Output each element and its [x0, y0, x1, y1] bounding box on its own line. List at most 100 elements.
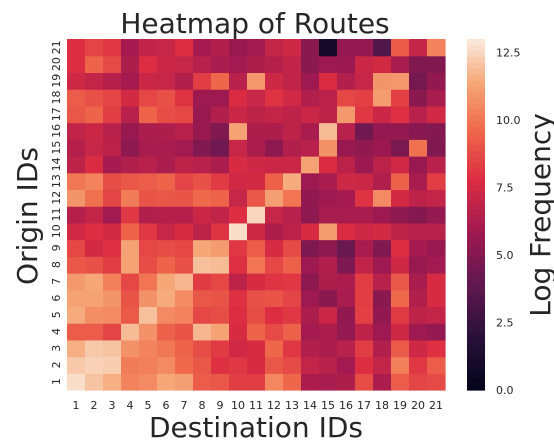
heatmap-cell-o15-d19 [391, 139, 410, 157]
heatmap-cell-o20-d12 [265, 55, 284, 74]
heatmap-cell-o16-d10 [229, 122, 248, 140]
heatmap-cell-o4-d18 [373, 323, 392, 341]
heatmap-cell-o13-d2 [85, 172, 104, 191]
heatmap-cell-o17-d14 [301, 105, 320, 124]
heatmap-cell-o7-d9 [211, 273, 230, 291]
heatmap-cell-o21-d6 [157, 39, 176, 57]
heatmap-cell-o8-d18 [373, 256, 392, 274]
heatmap-cell-o17-d19 [391, 105, 410, 124]
colorbar-tick-label: 5.0 [496, 249, 514, 262]
heatmap-cell-o2-d2 [85, 356, 104, 374]
heatmap-cell-o4-d20 [409, 323, 428, 341]
heatmap-cell-o3-d13 [283, 339, 302, 358]
heatmap-cell-o17-d4 [121, 105, 140, 124]
heatmap-cell-o8-d3 [103, 256, 122, 274]
x-tick-label: 3 [109, 399, 116, 412]
heatmap-cell-o9-d10 [229, 239, 248, 257]
heatmap-cell-o2-d4 [121, 356, 140, 374]
heatmap-cell-o17-d18 [373, 105, 392, 124]
heatmap-cell-o14-d16 [337, 156, 356, 174]
heatmap-cell-o14-d19 [391, 156, 410, 174]
heatmap-cell-o13-d3 [103, 172, 122, 191]
heatmap-cell-o7-d15 [319, 273, 338, 291]
heatmap-cell-o8-d16 [337, 256, 356, 274]
heatmap-cell-o9-d3 [103, 239, 122, 257]
heatmap-cell-o5-d16 [337, 306, 356, 324]
heatmap-cell-o15-d7 [175, 139, 194, 157]
heatmap-cell-o11-d11 [247, 206, 266, 224]
heatmap-cell-o16-d11 [247, 122, 266, 140]
heatmap-cell-o1-d7 [175, 373, 194, 391]
heatmap-cell-o10-d20 [409, 222, 428, 241]
heatmap-cell-o5-d12 [265, 306, 284, 324]
heatmap-cell-o14-d1 [67, 156, 86, 174]
heatmap-cell-o19-d17 [355, 72, 374, 90]
y-tick-label: 11 [50, 208, 63, 222]
heatmap-cell-o1-d17 [355, 373, 374, 391]
colorbar-tick-label: 12.5 [496, 46, 521, 59]
heatmap-cell-o19-d6 [157, 72, 176, 90]
heatmap-cell-o4-d12 [265, 323, 284, 341]
heatmap-cell-o13-d12 [265, 172, 284, 191]
heatmap-cell-o1-d15 [319, 373, 338, 391]
heatmap-cell-o18-d10 [229, 89, 248, 107]
heatmap-cell-o7-d6 [157, 273, 176, 291]
heatmap-cell-o18-d18 [373, 89, 392, 107]
heatmap-cell-o15-d9 [211, 139, 230, 157]
colorbar-segment [467, 185, 485, 192]
heatmap-cell-o15-d14 [301, 139, 320, 157]
heatmap-cell-o16-d6 [157, 122, 176, 140]
heatmap-cell-o20-d5 [139, 55, 158, 74]
heatmap-cell-o3-d3 [103, 339, 122, 358]
colorbar-segment [467, 366, 485, 374]
heatmap-cell-o16-d20 [409, 122, 428, 140]
heatmap-cell-o21-d13 [283, 39, 302, 57]
x-tick-label: 10 [231, 399, 245, 412]
heatmap-cell-o13-d4 [121, 172, 140, 191]
heatmap-cell-o13-d19 [391, 172, 410, 191]
heatmap-cell-o3-d5 [139, 339, 158, 358]
heatmap-cell-o4-d21 [427, 323, 446, 341]
heatmap-cell-o4-d7 [175, 323, 194, 341]
heatmap-cell-o5-d10 [229, 306, 248, 324]
colorbar-segment [467, 74, 485, 81]
heatmap-cell-o1-d6 [157, 373, 176, 391]
heatmap-cell-o21-d15 [319, 39, 338, 57]
heatmap-cell-o11-d3 [103, 206, 122, 224]
heatmap-cell-o4-d14 [301, 323, 320, 341]
heatmap-cell-o5-d18 [373, 306, 392, 324]
colorbar-segment [467, 349, 485, 356]
heatmap-cell-o9-d19 [391, 239, 410, 257]
heatmap-cell-o19-d12 [265, 72, 284, 90]
heatmap-cell-o6-d10 [229, 289, 248, 308]
heatmap-cell-o21-d2 [85, 39, 104, 57]
y-tick-label: 7 [50, 278, 63, 285]
heatmap-cell-o16-d4 [121, 122, 140, 140]
heatmap-cell-o15-d15 [319, 139, 338, 157]
heatmap-cell-o18-d9 [211, 89, 230, 107]
heatmap-cell-o7-d20 [409, 273, 428, 291]
colorbar-segment [467, 109, 485, 116]
heatmap-cell-o6-d5 [139, 289, 158, 308]
heatmap-cell-o19-d10 [229, 72, 248, 90]
heatmap-cell-o4-d16 [337, 323, 356, 341]
heatmap-cell-o19-d14 [301, 72, 320, 90]
heatmap-cell-o1-d16 [337, 373, 356, 391]
heatmap-cell-o21-d17 [355, 39, 374, 57]
y-tick-label: 18 [50, 91, 63, 105]
heatmap-cell-o8-d4 [121, 256, 140, 274]
heatmap-cell-o6-d7 [175, 289, 194, 308]
colorbar-segment [467, 144, 485, 151]
heatmap-cell-o10-d18 [373, 222, 392, 241]
heatmap-cell-o3-d6 [157, 339, 176, 358]
heatmap-cell-o16-d3 [103, 122, 122, 140]
y-tick-label: 14 [50, 157, 63, 171]
heatmap-cell-o21-d3 [103, 39, 122, 57]
heatmap-cell-o8-d11 [247, 256, 266, 274]
heatmap-cell-o2-d13 [283, 356, 302, 374]
heatmap-cell-o20-d3 [103, 55, 122, 74]
heatmap-cell-o18-d11 [247, 89, 266, 107]
heatmap-cell-o21-d11 [247, 39, 266, 57]
heatmap-cell-o2-d18 [373, 356, 392, 374]
